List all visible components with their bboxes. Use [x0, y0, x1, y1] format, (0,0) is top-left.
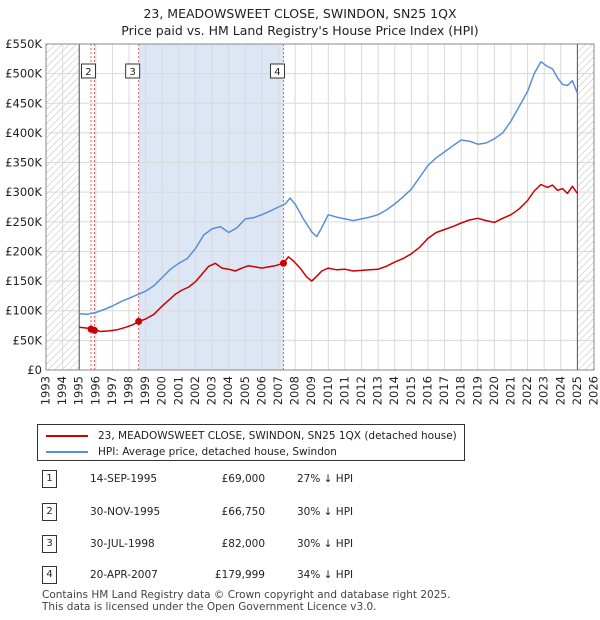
x-tick-label: 2020: [487, 376, 501, 405]
y-tick-label: £50K: [13, 333, 43, 347]
sale-box-label: [80, 63, 96, 79]
chart-subtitle: Price paid vs. HM Land Registry's House …: [121, 23, 479, 38]
sale-box-label: [125, 63, 141, 79]
footer-attribution: Contains HM Land Registry data © Crown c…: [42, 589, 450, 613]
plot-border: [45, 43, 595, 371]
x-tick-label: 2017: [437, 376, 451, 405]
x-tick-label: 1994: [55, 376, 69, 405]
sale-price: £66,750: [221, 506, 265, 518]
x-tick-label: 2004: [221, 376, 235, 405]
x-tick-label: 2005: [238, 376, 252, 405]
sale-box-label: [269, 63, 285, 79]
y-tick-label: £550K: [5, 37, 42, 51]
sale-date: 30-JUL-1998: [90, 538, 155, 550]
legend-label-hpi: HPI: Average price, detached house, Swin…: [98, 446, 337, 458]
x-tick-label: 2008: [288, 376, 302, 405]
table-row: 3 30-JUL-1998 £82,000 30% ↓ HPI: [42, 535, 600, 555]
table-row: 4 20-APR-2007 £179,999 34% ↓ HPI: [42, 566, 600, 586]
sale-number-badge: 3: [42, 535, 57, 553]
x-tick-label: 2023: [537, 376, 551, 405]
sale-date: 14-SEP-1995: [90, 473, 158, 485]
legend-swatch-hpi: [46, 451, 88, 453]
y-tick-label: £250K: [5, 215, 42, 229]
sale-point: [279, 259, 287, 267]
x-tick-label: 1998: [122, 376, 136, 405]
sale-box-label-text: 3: [129, 67, 135, 78]
footer-copyright: Contains HM Land Registry data © Crown c…: [42, 589, 451, 601]
legend-item-property: 23, MEADOWSWEET CLOSE, SWINDON, SN25 1QX…: [46, 429, 457, 443]
sale-hpi-diff: 30% ↓ HPI: [297, 506, 354, 518]
y-tick-label: £400K: [5, 126, 42, 140]
table-row: 1 14-SEP-1995 £69,000 27% ↓ HPI: [42, 470, 600, 490]
x-tick-label: 2011: [337, 376, 351, 405]
sale-box-label-text: 2: [85, 67, 91, 78]
x-tick-label: 1999: [138, 376, 152, 405]
sale-date: 30-NOV-1995: [90, 506, 161, 518]
series-line-property: [79, 183, 579, 333]
x-tick-label: 2015: [404, 376, 418, 405]
sale-price: £82,000: [221, 538, 265, 550]
sale-price: £179,999: [214, 569, 265, 581]
x-tick-label: 1993: [39, 376, 53, 405]
x-tick-label: 1997: [105, 376, 119, 405]
sale-price: £69,000: [221, 473, 265, 485]
footer-licence: This data is licensed under the Open Gov…: [42, 601, 377, 613]
x-tick-label: 2006: [254, 376, 268, 405]
series-line-hpi: [79, 61, 579, 316]
sale-point: [135, 317, 143, 325]
x-tick-label: 2019: [470, 376, 484, 405]
table-row: 2 30-NOV-1995 £66,750 30% ↓ HPI: [42, 503, 600, 523]
y-tick-label: £500K: [5, 67, 42, 81]
y-tick-label: £350K: [5, 156, 42, 170]
sale-box-label-text: 4: [274, 67, 280, 78]
x-tick-label: 2002: [188, 376, 202, 405]
x-tick-label: 2025: [570, 376, 584, 405]
x-tick-label: 2007: [271, 376, 285, 405]
sale-hpi-diff: 30% ↓ HPI: [297, 538, 354, 550]
x-tick-label: 2003: [205, 376, 219, 405]
y-tick-label: £0: [27, 363, 42, 377]
x-tick-label: 2016: [420, 376, 434, 405]
chart-title: 23, MEADOWSWEET CLOSE, SWINDON, SN25 1QX: [143, 6, 457, 21]
x-tick-label: 1996: [88, 376, 102, 405]
sale-hpi-diff: 27% ↓ HPI: [297, 473, 354, 485]
sale-hpi-diff: 34% ↓ HPI: [297, 569, 354, 581]
y-tick-label: £200K: [5, 244, 42, 258]
sale-number-badge: 2: [42, 503, 57, 521]
y-tick-label: £150K: [5, 274, 42, 288]
price-chart: 2 3 4 £0 £50K £100K £150K £200K £250K £300K £350K…: [5, 37, 600, 405]
legend-label-property: 23, MEADOWSWEET CLOSE, SWINDON, SN25 1QX…: [98, 430, 457, 442]
x-tick-label: 2010: [321, 376, 335, 405]
legend-swatch-property: [46, 435, 88, 437]
sale-number-badge: 1: [42, 470, 57, 488]
sale-point: [90, 326, 98, 334]
sale-date: 20-APR-2007: [90, 569, 158, 581]
plot-area: [46, 44, 594, 370]
sale-number-badge: 4: [42, 566, 57, 584]
x-tick-label: 2026: [587, 376, 600, 405]
x-tick-label: 2018: [454, 376, 468, 405]
shaded-region: [138, 44, 284, 370]
x-tick-label: 2000: [155, 376, 169, 405]
x-tick-label: 2001: [171, 376, 185, 405]
x-tick-label: 2024: [553, 376, 567, 405]
legend: 23, MEADOWSWEET CLOSE, SWINDON, SN25 1QX…: [37, 424, 465, 461]
x-tick-label: 2021: [503, 376, 517, 405]
y-tick-label: £450K: [5, 96, 42, 110]
x-tick-label: 2022: [520, 376, 534, 405]
x-tick-label: 2009: [304, 376, 318, 405]
y-tick-label: £100K: [5, 304, 42, 318]
y-tick-label: £300K: [5, 185, 42, 199]
legend-item-hpi: HPI: Average price, detached house, Swin…: [46, 445, 337, 459]
hatched-region: [577, 44, 594, 370]
x-tick-label: 2014: [387, 376, 401, 405]
x-tick-label: 2013: [371, 376, 385, 405]
x-tick-label: 2012: [354, 376, 368, 405]
x-tick-label: 1995: [72, 376, 86, 405]
